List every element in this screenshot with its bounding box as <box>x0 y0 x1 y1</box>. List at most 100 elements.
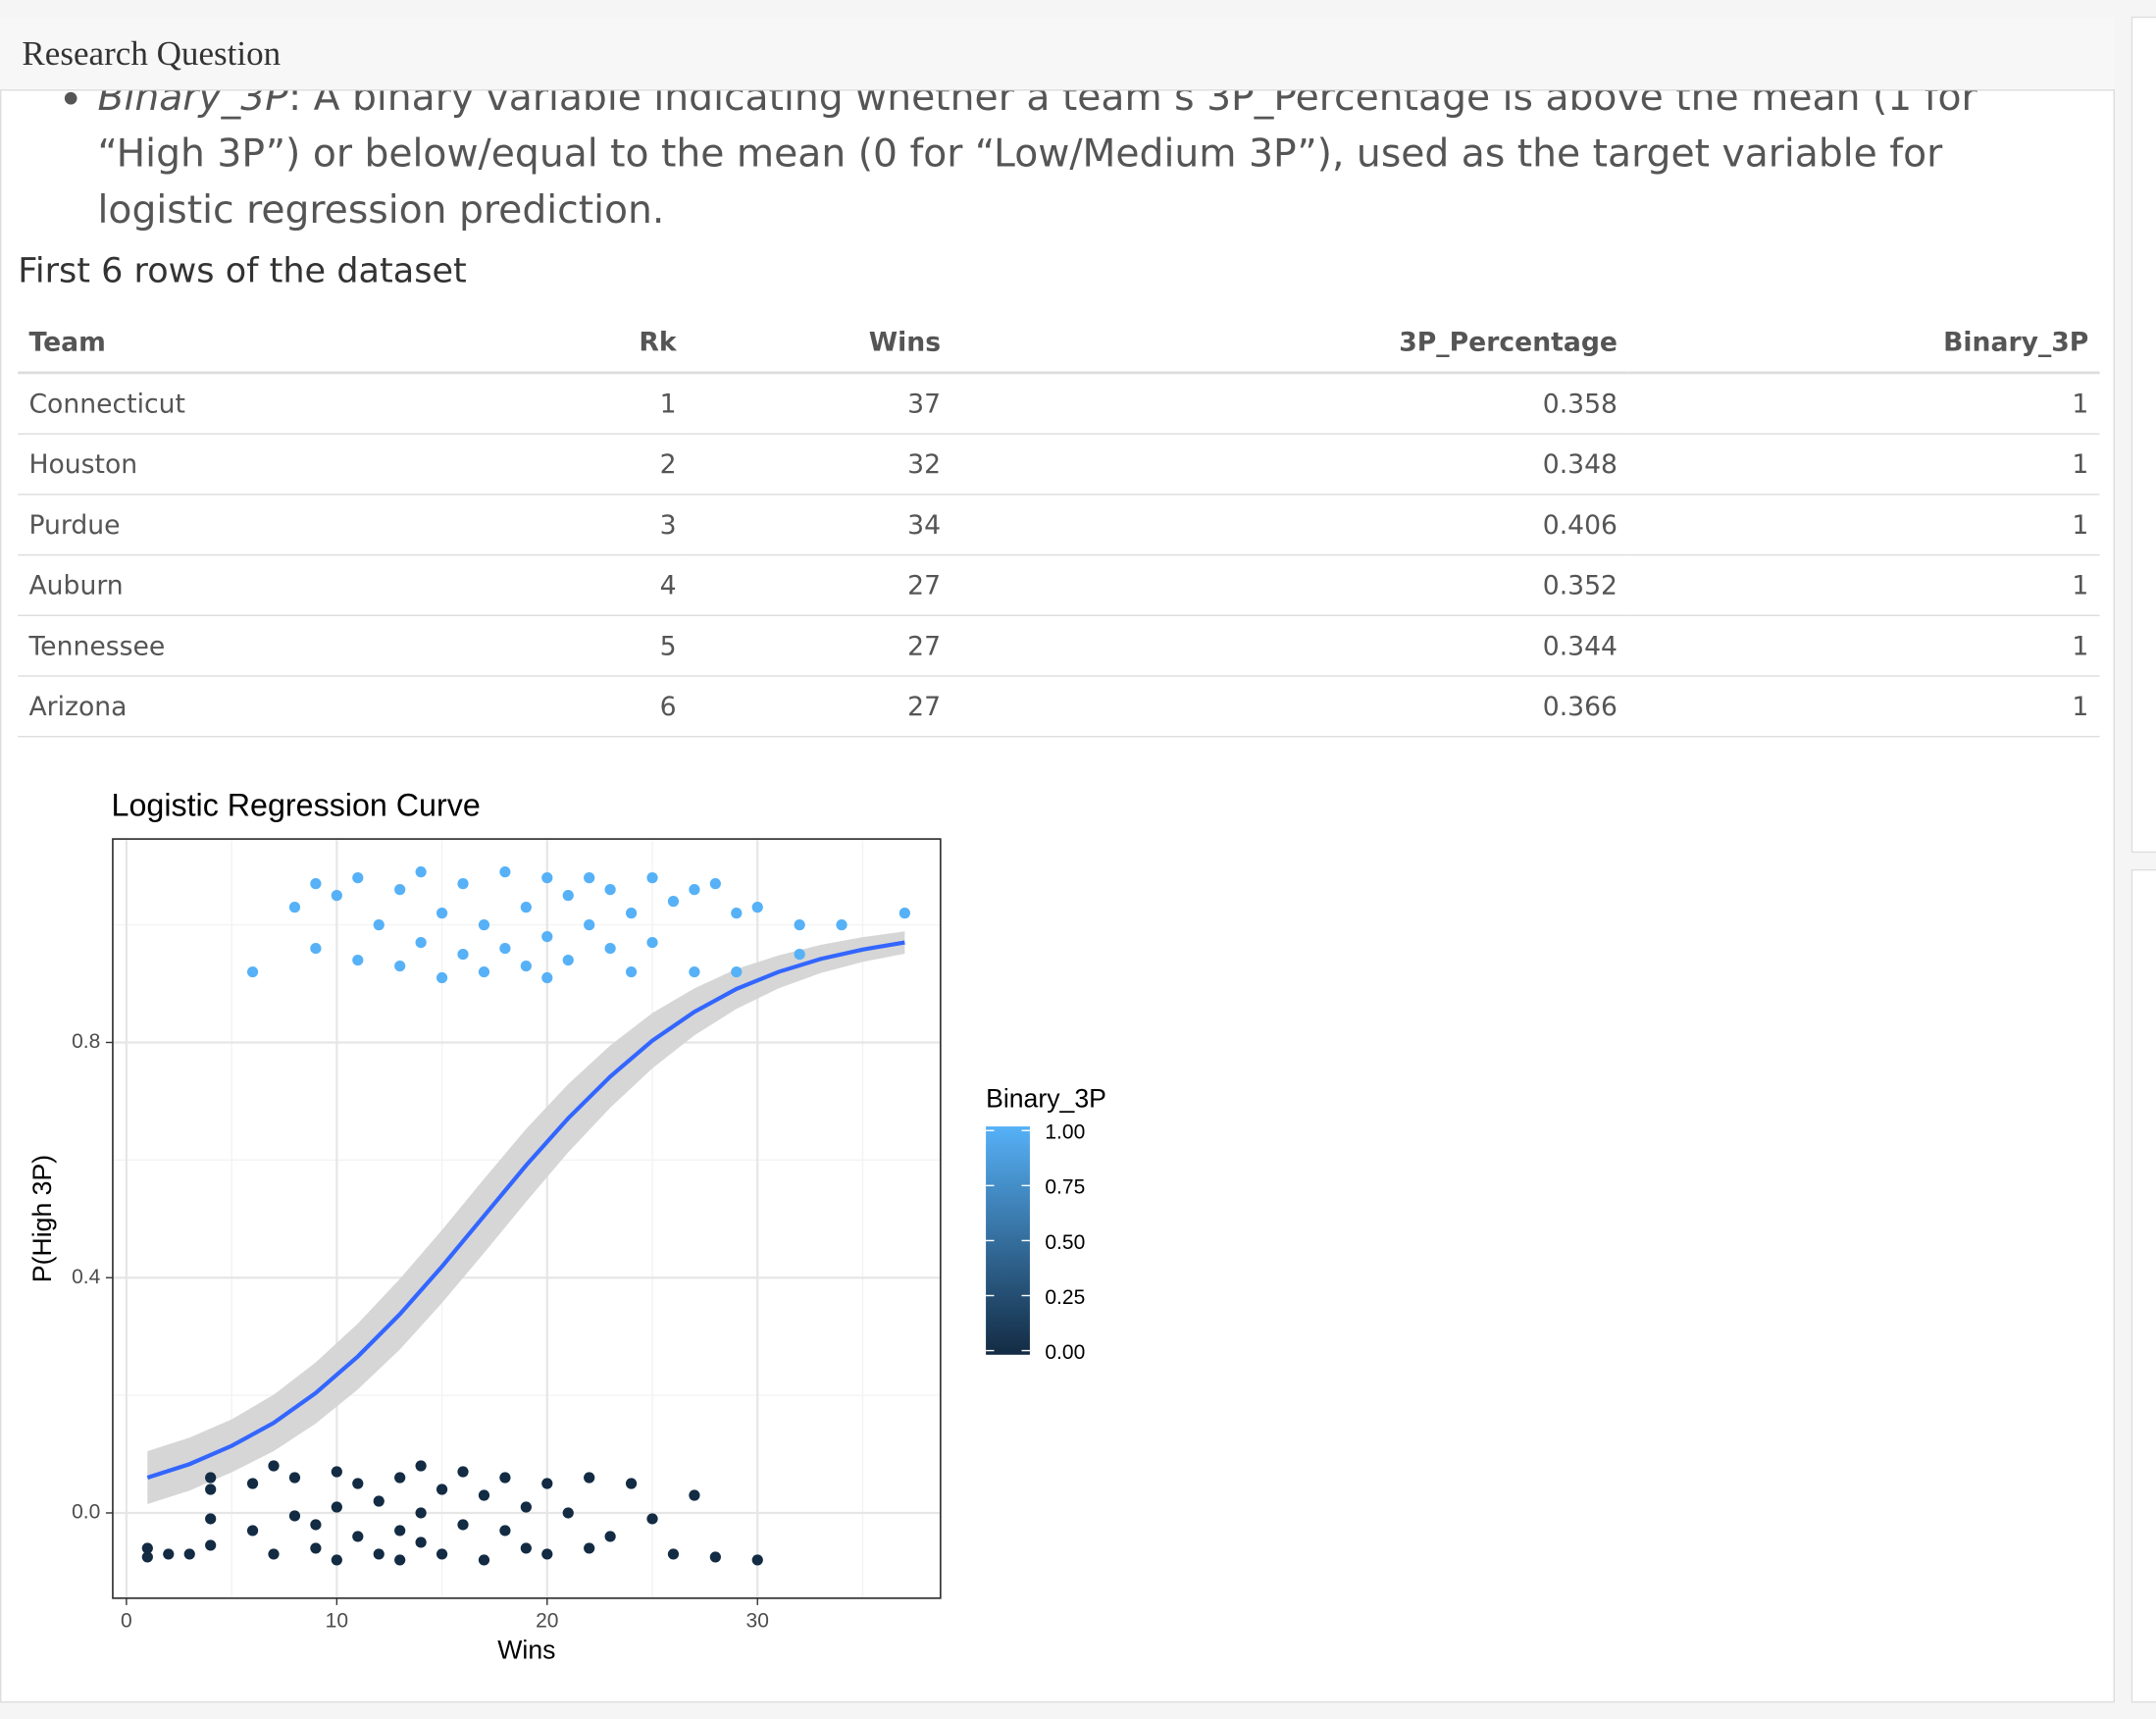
data-point <box>520 902 532 913</box>
data-table: Team Rk Wins 3P_Percentage Binary_3P Connecti… <box>18 313 2100 738</box>
data-point <box>584 918 595 931</box>
table-cell: 34 <box>687 494 952 556</box>
data-point <box>183 1548 195 1560</box>
description: Binary_3P: A binary variable indicating … <box>1 91 2105 245</box>
data-point <box>331 1501 342 1513</box>
x-tick-label: 0 <box>121 1609 132 1632</box>
colorbar-label: 0.00 <box>1045 1341 1085 1364</box>
table-cell: 6 <box>520 675 688 738</box>
column-header: Binary_3P <box>1628 313 2100 375</box>
table-cell: 1 <box>1628 615 2100 677</box>
data-point <box>373 1495 385 1507</box>
table-caption: First 6 rows of the dataset <box>18 250 467 290</box>
data-point <box>499 1525 511 1537</box>
data-point <box>352 1531 364 1542</box>
data-point <box>689 965 700 978</box>
data-point <box>331 1466 342 1478</box>
data-point <box>499 942 511 955</box>
data-point <box>541 971 553 984</box>
colorbar-label: 0.75 <box>1045 1176 1085 1199</box>
data-point <box>478 1489 490 1501</box>
y-tick-label: 0.0 <box>72 1501 100 1524</box>
table-row: Houston 2 32 0.348 1 <box>18 434 2100 495</box>
table-cell: 4 <box>520 554 688 617</box>
bullet-item: Binary_3P: A binary variable indicating … <box>98 91 2079 238</box>
y-tick-label: 0.4 <box>72 1266 101 1288</box>
data-point <box>520 1501 532 1513</box>
data-point <box>205 1539 217 1551</box>
data-point <box>794 948 805 961</box>
data-point <box>141 1542 153 1554</box>
data-point <box>562 890 574 902</box>
data-point <box>352 872 364 884</box>
data-point <box>794 918 805 931</box>
data-point <box>394 884 406 896</box>
table-cell: 1 <box>1628 372 2100 435</box>
data-point <box>268 1460 280 1472</box>
data-point <box>436 971 448 984</box>
table-cell: 1 <box>520 372 688 435</box>
column-header: 3P_Percentage <box>951 313 1629 375</box>
side-panel <box>2130 868 2156 1703</box>
data-point <box>394 1472 406 1484</box>
data-point <box>394 1525 406 1537</box>
y-axis-label: P(High 3P) <box>27 1155 57 1282</box>
table-cell: 1 <box>1628 494 2100 556</box>
data-point <box>415 1537 427 1548</box>
table-cell: 0.352 <box>951 554 1629 617</box>
table-row: Purdue 3 34 0.406 1 <box>18 494 2100 556</box>
x-tick-label: 20 <box>536 1609 558 1632</box>
data-point <box>689 1489 700 1501</box>
data-point <box>205 1472 217 1484</box>
data-point <box>205 1484 217 1495</box>
data-point <box>584 872 595 884</box>
data-point <box>541 1478 553 1489</box>
data-point <box>394 1554 406 1566</box>
table-row: Connecticut 1 37 0.358 1 <box>18 372 2100 435</box>
data-point <box>667 896 680 908</box>
data-point <box>373 1548 385 1560</box>
colorbar-label: 1.00 <box>1045 1121 1085 1144</box>
data-point <box>415 1460 427 1472</box>
data-point <box>898 908 910 919</box>
data-point <box>604 1531 616 1542</box>
data-point <box>646 936 658 949</box>
data-point <box>288 1510 301 1522</box>
data-point <box>310 1542 322 1554</box>
table-cell: Connecticut <box>18 372 521 435</box>
data-point <box>457 948 469 961</box>
data-point <box>288 1472 301 1484</box>
column-header: Team <box>18 313 521 375</box>
table-cell: Tennessee <box>18 615 521 677</box>
data-point <box>625 1478 638 1489</box>
panel-border <box>112 838 942 1599</box>
data-point <box>394 960 406 972</box>
data-point <box>562 1507 574 1519</box>
data-point <box>646 1513 658 1525</box>
data-point <box>163 1548 175 1560</box>
data-point <box>541 872 553 884</box>
table-row: Auburn 4 27 0.352 1 <box>18 554 2100 617</box>
confidence-band <box>147 931 905 1504</box>
data-point <box>562 954 574 966</box>
data-point <box>584 1472 595 1484</box>
data-point <box>520 1542 532 1554</box>
data-point <box>331 890 342 902</box>
table-row: Arizona 6 27 0.366 1 <box>18 675 2100 738</box>
data-point <box>457 878 469 890</box>
table-cell: 32 <box>687 434 952 495</box>
data-point <box>457 1466 469 1478</box>
table-cell: 0.344 <box>951 615 1629 677</box>
data-point <box>499 866 511 878</box>
data-point <box>541 1548 553 1560</box>
data-point <box>373 918 385 931</box>
table-row: Tennessee 5 27 0.344 1 <box>18 615 2100 677</box>
data-point <box>520 960 532 972</box>
column-header: Rk <box>520 313 688 375</box>
data-point <box>205 1513 217 1525</box>
data-point <box>246 965 259 978</box>
table-cell: Arizona <box>18 675 521 738</box>
data-point <box>499 1472 511 1484</box>
